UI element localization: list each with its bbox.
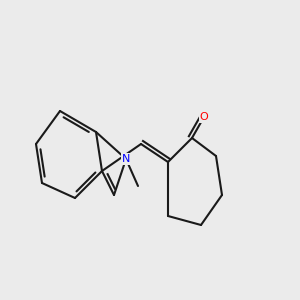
Text: O: O [200, 112, 208, 122]
Text: N: N [122, 154, 130, 164]
